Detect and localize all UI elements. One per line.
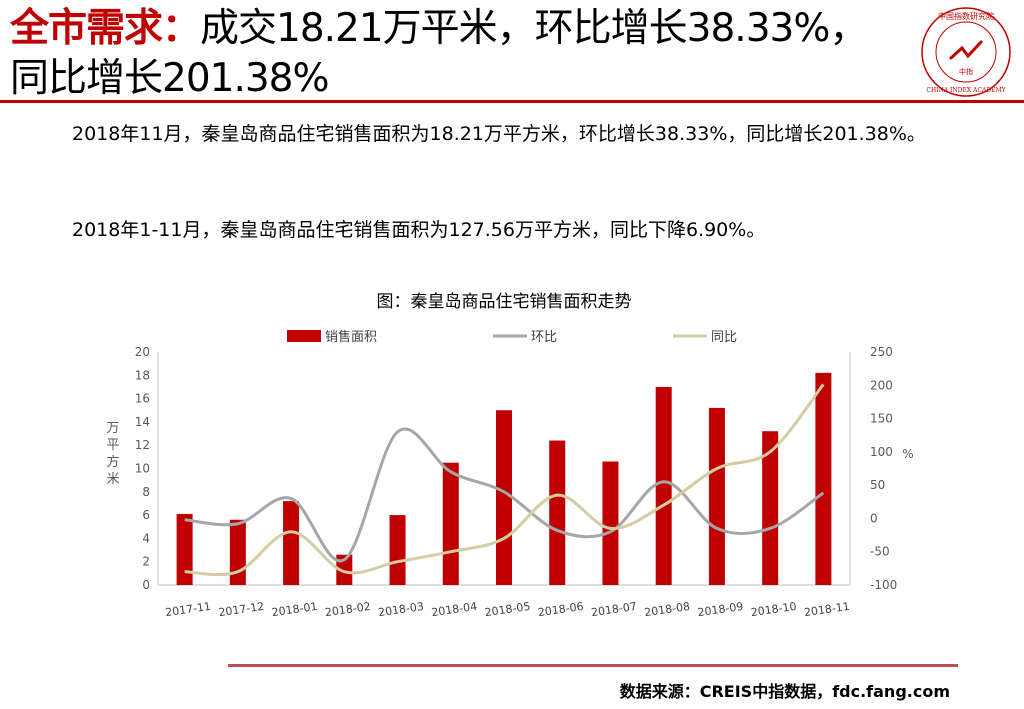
data-source: 数据来源：CREIS中指数据，fdc.fang.com [619,682,950,701]
legend-label: 环比 [531,330,557,345]
x-tick-label: 2018-10 [750,600,797,619]
svg-text:中国指数研究院: 中国指数研究院 [938,11,994,21]
svg-text:中指: 中指 [959,67,973,76]
x-tick-label: 2018-08 [644,600,691,619]
legend-label: 销售面积 [325,329,377,345]
title-text: 成交18.21万平米，环比增长38.33%，同比增长201.38% [10,6,868,101]
svg-text:CHINA INDEX ACADEMY: CHINA INDEX ACADEMY [926,87,1006,94]
x-tick-label: 2017-12 [218,600,265,619]
y2-tick-label: -50 [870,545,890,559]
y2-tick-label: 150 [870,412,893,426]
paragraph-monthly: 2018年11月，秦皇岛商品住宅销售面积为18.21万平方米，环比增长38.33… [72,123,926,145]
y2-tick-label: 250 [870,345,893,359]
bar [283,501,300,585]
x-tick-label: 2018-07 [590,600,637,619]
y-axis-label-char: 米 [106,472,119,487]
bar [815,372,832,585]
footer-divider [228,664,958,667]
bar [655,386,672,585]
bar [389,515,406,585]
y-axis-label-char: 方 [106,454,119,470]
legend-label: 同比 [711,330,737,345]
y2-tick-label: 100 [870,445,893,459]
y-tick-label: 20 [135,345,150,359]
y-tick-label: 12 [135,438,150,452]
y2-axis-label: % [902,447,913,461]
x-tick-label: 2018-04 [431,600,478,619]
title-accent: 全市需求： [10,6,201,51]
chart-title: 图：秦皇岛商品住宅销售面积走势 [377,292,632,312]
y2-tick-label: -100 [870,578,897,592]
yoy-line [184,383,825,577]
bar [708,407,725,585]
y2-tick-label: 0 [870,511,878,525]
header-divider [0,100,1024,103]
page-title: 全市需求：成交18.21万平米，环比增长38.33%，同比增长201.38% [10,4,900,104]
x-tick-label: 2018-03 [377,600,424,619]
y-tick-label: 8 [142,485,150,499]
y-axis-label-char: 万 [106,421,119,436]
x-tick-label: 2017-11 [164,600,211,619]
y-tick-label: 16 [135,392,150,406]
y-tick-label: 4 [142,531,150,545]
mom-line [184,427,825,563]
y-tick-label: 18 [135,368,150,382]
bar [762,431,779,585]
bar [602,461,619,585]
x-tick-label: 2018-01 [271,600,318,619]
legend-swatch-bar [287,330,321,342]
bar [549,440,566,585]
y-tick-label: 10 [135,462,150,476]
x-tick-label: 2018-06 [537,600,584,619]
bar [442,462,459,585]
china-index-academy-logo: 中国指数研究院 中指 CHINA INDEX ACADEMY [921,7,1011,97]
y-tick-label: 2 [142,555,150,569]
y2-tick-label: 50 [870,478,885,492]
x-tick-label: 2018-09 [697,600,744,619]
x-tick-label: 2018-02 [324,600,371,619]
x-tick-label: 2018-05 [484,600,531,619]
bar [229,519,246,585]
y-axis-label-char: 平 [106,438,119,453]
y-tick-label: 0 [142,578,150,592]
paragraph-ytd: 2018年1-11月，秦皇岛商品住宅销售面积为127.56万平方米，同比下降6.… [72,219,766,241]
y2-tick-label: 200 [870,378,893,392]
bar [176,513,193,585]
bar [496,410,512,585]
y-tick-label: 6 [142,508,150,522]
x-tick-label: 2018-11 [803,600,850,619]
y-tick-label: 14 [135,415,150,429]
